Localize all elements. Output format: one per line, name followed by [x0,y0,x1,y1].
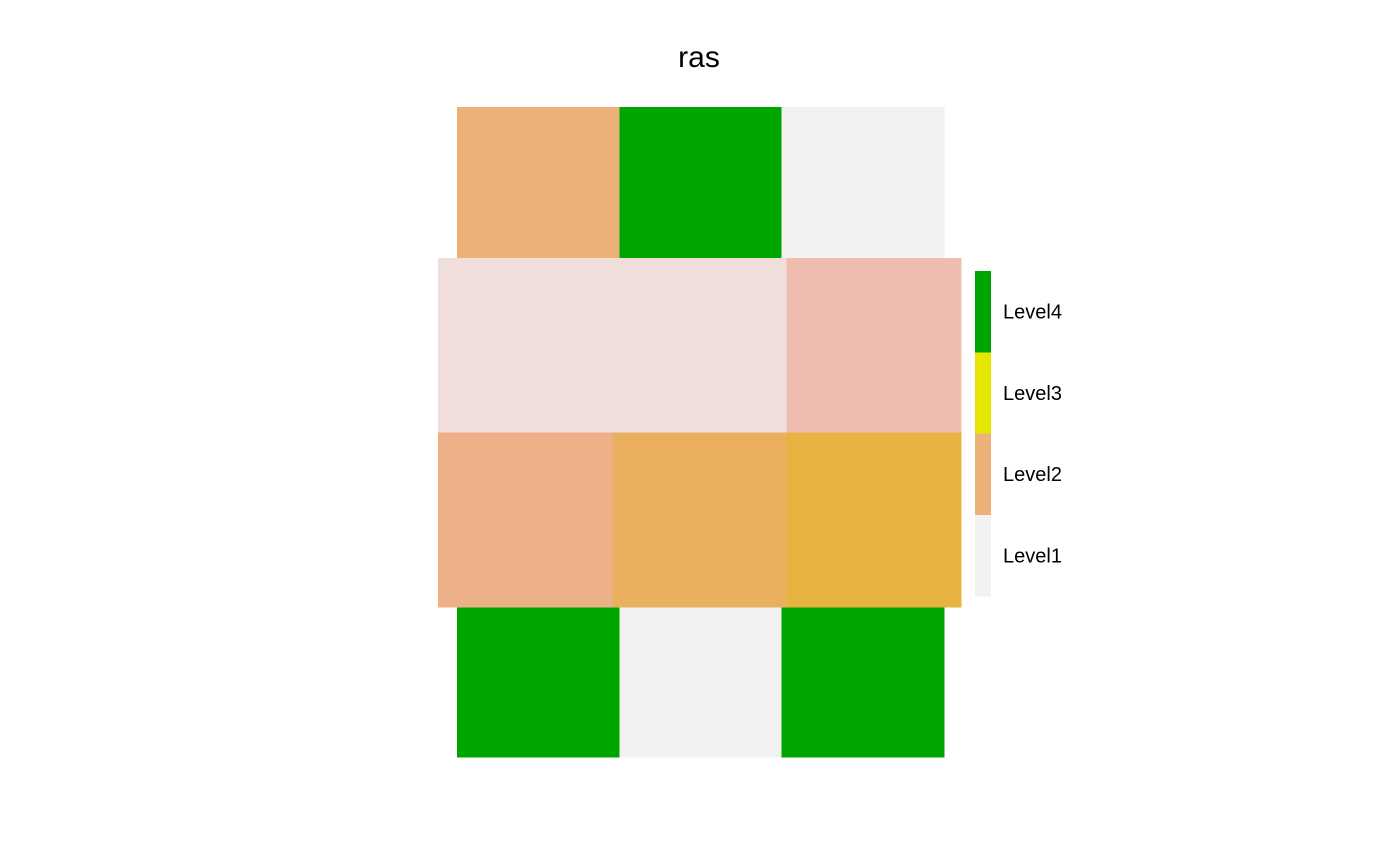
chart-title: ras [678,41,720,74]
legend: Level4 Level3 Level2 Level1 [975,271,1062,597]
overlay-cell-r1-c2 [612,258,788,434]
overlay-cell-r1-c3 [786,258,962,434]
overlay-cell-r2-c1 [438,432,613,608]
raster-cell-r4-c2 [619,594,783,758]
raster-cell-r4-c3 [781,594,945,758]
raster-cell-r4-c1 [457,594,620,758]
legend-label-level1: Level1 [1003,545,1062,567]
legend-label-level4: Level4 [1003,302,1062,324]
legend-swatch-level3 [975,352,991,434]
overlay-cell-r2-c3 [786,432,962,608]
legend-swatch-level4 [975,271,991,353]
raster-overlay-layer [438,258,962,608]
legend-swatch-level2 [975,433,991,516]
raster-cell-r1-c3 [781,107,945,271]
overlay-cell-r2-c2 [612,432,788,608]
legend-label-level2: Level2 [1003,464,1062,486]
legend-label-level3: Level3 [1003,383,1062,405]
raster-cell-r1-c1 [457,107,620,271]
overlay-cell-r1-c1 [438,258,613,434]
raster-cell-r1-c2 [619,107,783,271]
legend-swatch-level1 [975,514,991,597]
